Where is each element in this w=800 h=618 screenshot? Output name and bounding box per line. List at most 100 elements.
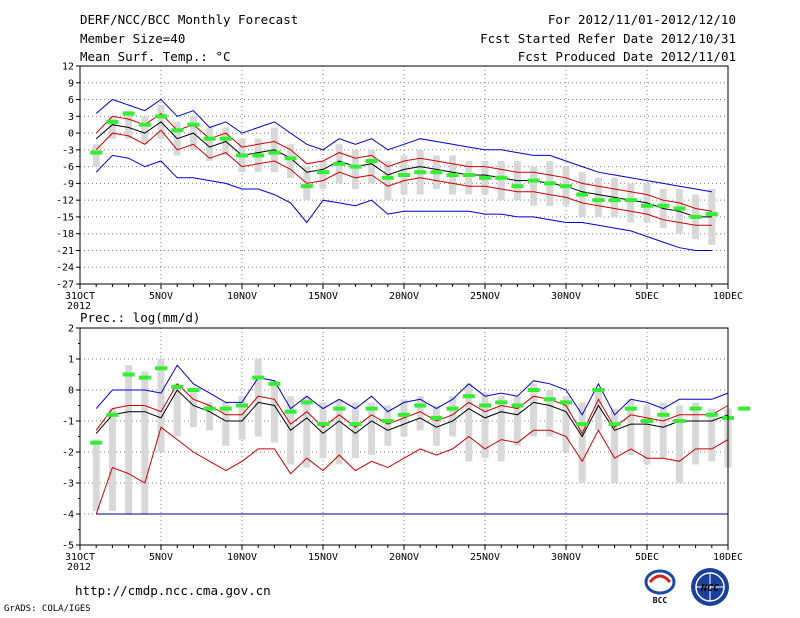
median-mark (560, 184, 572, 189)
x-tick-label: 15NOV (308, 291, 338, 302)
y-tick-label: 2 (68, 324, 74, 335)
y-tick-label: -24 (56, 263, 74, 274)
upper-envelope-line (95, 364, 729, 416)
y-tick-label: -12 (56, 196, 74, 207)
median-mark (624, 406, 637, 411)
ensemble-box (319, 161, 327, 189)
median-mark (90, 440, 103, 445)
ensemble-box (351, 402, 359, 459)
y-tick-label: 0 (68, 129, 74, 140)
x-tick-label: 10NOV (227, 552, 257, 563)
ensemble-box (384, 161, 392, 201)
median-mark (657, 412, 670, 417)
ensemble-box (675, 405, 683, 483)
median-mark (138, 375, 151, 380)
ensemble-mean-line (95, 121, 712, 218)
ensemble-box (594, 390, 602, 431)
median-mark (381, 175, 394, 180)
median-mark (495, 175, 508, 180)
median-mark (365, 406, 378, 411)
ensemble-box (432, 405, 440, 446)
y-tick-label: 0 (68, 386, 74, 397)
lower-spread-line (95, 129, 712, 226)
y-tick-label: -6 (62, 162, 74, 173)
y-tick-label: 9 (68, 78, 74, 89)
ensemble-mean-line (95, 389, 729, 438)
ensemble-box (238, 396, 246, 440)
median-mark (155, 114, 167, 119)
upper-spread-line (95, 382, 729, 435)
median-mark (252, 153, 265, 158)
x-tick-label: 10DEC (713, 291, 743, 302)
x-tick-label: 5DEC (635, 291, 659, 302)
ncc-logo-text: NCC (700, 583, 719, 594)
bcc-logo-text: BCC (653, 596, 668, 605)
median-mark (90, 150, 103, 155)
median-mark (171, 128, 184, 133)
ensemble-box (173, 383, 181, 437)
ensemble-box (141, 116, 149, 145)
x-tick-label: 5NOV (149, 291, 173, 302)
median-mark (333, 161, 346, 166)
median-mark (705, 412, 718, 417)
x-tick-label: 25NOV (470, 291, 500, 302)
median-mark (527, 178, 540, 183)
software-credit: GrADS: COLA/IGES (4, 604, 91, 614)
median-mark (430, 170, 443, 175)
median-mark (171, 384, 184, 389)
ensemble-box (125, 110, 133, 139)
median-mark (219, 136, 232, 141)
x-tick-label: 10DEC (713, 552, 743, 563)
median-mark (365, 159, 378, 164)
ensemble-box (319, 402, 327, 459)
median-mark (673, 419, 686, 423)
y-tick-label: -5 (62, 541, 74, 552)
lower-spread-line (95, 426, 729, 515)
median-mark (317, 422, 329, 427)
ensemble-box (368, 149, 376, 184)
ensemble-box (206, 402, 214, 431)
x-tick-label: 30NOV (551, 291, 581, 302)
ensemble-box (465, 161, 473, 195)
median-mark (705, 212, 718, 217)
ensemble-box (368, 402, 376, 456)
median-mark (414, 170, 427, 175)
ensemble-box (692, 402, 700, 465)
ensemble-box (157, 359, 165, 452)
median-mark (511, 403, 524, 408)
median-mark (738, 406, 751, 411)
x-tick-label: 25NOV (470, 552, 500, 563)
median-mark (187, 122, 200, 127)
y-tick-label: -21 (56, 246, 74, 257)
median-mark (268, 381, 281, 386)
median-mark (300, 184, 313, 189)
median-mark (203, 136, 216, 141)
median-mark (479, 175, 491, 180)
median-mark (252, 375, 265, 380)
median-mark (414, 403, 427, 408)
ensemble-box (513, 396, 521, 446)
median-mark (543, 397, 556, 402)
ensemble-box (222, 402, 230, 446)
y-tick-label: -18 (56, 229, 74, 240)
ensemble-box (611, 408, 619, 483)
median-mark (349, 422, 362, 427)
median-mark (219, 406, 232, 411)
ensemble-box (108, 116, 116, 139)
median-mark (236, 403, 248, 408)
x-year-label: 2012 (67, 562, 91, 573)
median-mark (106, 119, 119, 124)
x-tick-label: 20NOV (389, 552, 419, 563)
median-mark (398, 412, 410, 417)
median-mark (446, 173, 459, 177)
median-mark (284, 156, 297, 161)
y-tick-label: 6 (68, 95, 74, 106)
ensemble-box (497, 161, 505, 201)
median-mark (155, 366, 167, 371)
ensemble-box (92, 144, 100, 167)
median-mark (122, 372, 135, 377)
median-mark (641, 203, 653, 208)
source-url[interactable]: http://cmdp.ncc.cma.gov.cn (75, 583, 271, 598)
